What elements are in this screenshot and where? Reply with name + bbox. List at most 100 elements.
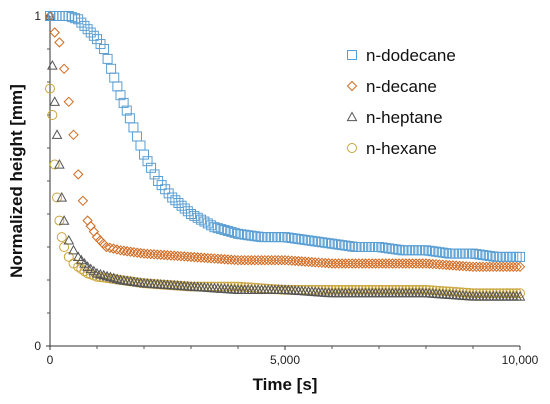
- data-point: [363, 258, 375, 269]
- data-point: [457, 248, 468, 259]
- data-point: [63, 234, 75, 245]
- data-point: [256, 254, 267, 266]
- data-point: [155, 249, 166, 260]
- data-point: [293, 255, 304, 267]
- data-point: [95, 268, 106, 279]
- legend-label: n-hexane: [366, 139, 437, 158]
- data-point: [464, 261, 475, 272]
- data-point: [457, 260, 469, 272]
- data-point: [350, 258, 361, 269]
- ticks: 0 5,000 10,000 0 1: [34, 9, 538, 367]
- data-point: [508, 251, 519, 262]
- data-point: [175, 250, 187, 262]
- data-point: [336, 258, 348, 269]
- data-point: [501, 251, 512, 262]
- data-point: [343, 258, 354, 269]
- data-point: [91, 231, 103, 243]
- data-point: [82, 215, 93, 226]
- data-point: [179, 203, 190, 214]
- data-point: [370, 258, 381, 269]
- data-point: [279, 254, 291, 266]
- data-point: [461, 248, 472, 259]
- data-point: [68, 244, 79, 255]
- data-point: [115, 245, 126, 256]
- data-point: [169, 250, 180, 261]
- data-point: [145, 248, 156, 260]
- data-point: [397, 258, 408, 269]
- data-point: [407, 258, 418, 269]
- data-point: [54, 158, 65, 169]
- data-point: [146, 162, 157, 173]
- data-point: [504, 251, 515, 262]
- data-point: [393, 258, 405, 269]
- data-point: [202, 218, 213, 229]
- y-axis-title: Normalized height [mm]: [7, 84, 26, 278]
- data-point: [167, 192, 178, 203]
- y-tick-label: 0: [34, 339, 41, 353]
- data-point: [91, 267, 103, 278]
- data-point: [259, 254, 271, 266]
- data-point: [515, 251, 525, 262]
- data-point: [316, 257, 328, 268]
- data-point: [367, 242, 378, 252]
- series-n-hexane: [45, 83, 525, 299]
- data-point: [447, 260, 459, 271]
- data-point: [360, 258, 371, 269]
- data-point: [346, 258, 358, 269]
- data-points: [44, 10, 526, 301]
- data-point: [266, 254, 277, 266]
- series-n-decane: [44, 10, 526, 273]
- data-point: [206, 220, 217, 231]
- data-point: [47, 110, 58, 120]
- data-point: [299, 256, 311, 267]
- data-point: [76, 264, 87, 274]
- data-point: [236, 254, 247, 266]
- data-point: [179, 251, 190, 262]
- data-point: [303, 256, 314, 268]
- data-point: [108, 272, 120, 283]
- data-point: [444, 259, 455, 271]
- data-point: [212, 223, 223, 234]
- legend-marker: [347, 50, 357, 60]
- data-point: [491, 261, 502, 273]
- data-point: [58, 63, 70, 75]
- data-point: [323, 258, 334, 269]
- data-point: [202, 252, 213, 264]
- data-point: [313, 257, 324, 268]
- data-point: [185, 251, 197, 263]
- legend-label: n-decane: [366, 77, 437, 96]
- legend-marker: [347, 143, 357, 153]
- data-point: [252, 254, 264, 266]
- data-point: [52, 192, 63, 203]
- data-point: [57, 11, 68, 21]
- data-point: [54, 37, 65, 48]
- data-point: [481, 261, 492, 273]
- data-point: [56, 191, 68, 202]
- data-point: [122, 246, 133, 257]
- data-point: [108, 243, 119, 254]
- data-point: [464, 248, 475, 259]
- data-point: [326, 258, 338, 269]
- data-point: [437, 259, 448, 270]
- data-point: [192, 252, 203, 263]
- data-point: [109, 72, 120, 83]
- data-point: [118, 245, 130, 256]
- data-point: [451, 260, 462, 271]
- data-point: [263, 254, 274, 266]
- data-point: [186, 209, 196, 219]
- data-point: [320, 257, 331, 269]
- data-point: [54, 11, 65, 21]
- data-point: [102, 53, 113, 64]
- data-point: [353, 258, 365, 269]
- data-point: [112, 81, 123, 92]
- data-point: [451, 248, 462, 259]
- data-point: [276, 254, 287, 266]
- data-point: [273, 254, 284, 266]
- data-point: [212, 253, 224, 264]
- data-point: [447, 248, 458, 259]
- data-point: [170, 195, 181, 206]
- data-point: [162, 250, 173, 261]
- data-point: [88, 226, 100, 237]
- data-point: [289, 255, 301, 267]
